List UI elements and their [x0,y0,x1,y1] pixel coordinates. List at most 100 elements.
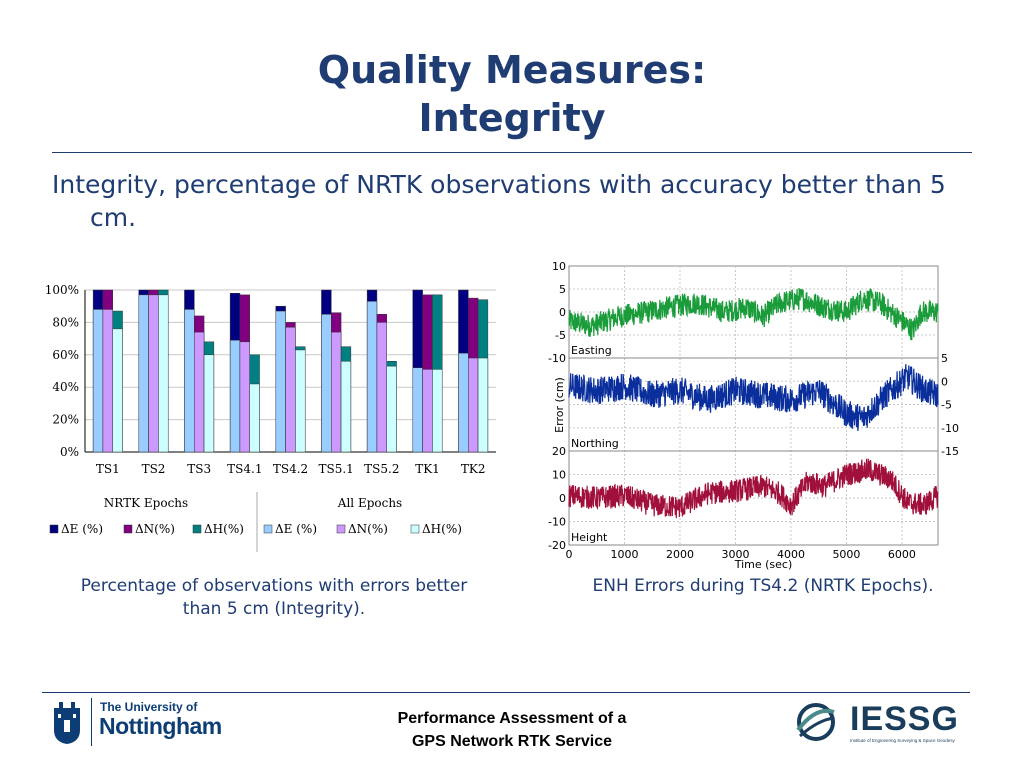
bar-all-TS2-0 [138,294,149,453]
line-xtick-label: 3000 [721,548,749,561]
line-xtick-label: 2000 [666,548,694,561]
line-ytick-label: -10 [941,422,959,435]
line-ytick-label: 10 [552,469,566,482]
series-northing [568,364,939,431]
bar-category-label: TS3 [187,462,211,476]
bar-category-label: TS5.1 [319,462,354,476]
bar-all-TS5.2-0 [366,301,378,453]
legend-swatch [410,524,420,534]
bar-all-TS3-1 [194,331,205,453]
bar-all-TS1-2 [112,328,123,453]
bar-all-TS3-2 [203,354,215,453]
panel-label-height: Height [571,531,608,544]
university-logo: The University of Nottingham [48,698,248,748]
bullet-text: Integrity, percentage of NRTK observatio… [52,170,946,232]
line-xtick-label: 6000 [888,548,916,561]
integrity-bar-chart: 0% 20% 40% 60% 80% 100% TS1 TS2 TS3 TS4.1 TS4.2 TS… [45,283,496,552]
bar-all-TS2-1 [148,294,159,453]
footer-title: Performance Assessment of a GPS Network … [352,707,672,753]
line-ytick-label: 5 [559,283,566,296]
globe-icon [796,703,835,741]
line-ytick-label: -10 [548,516,566,529]
legend-label: ΔH(%) [204,522,244,536]
bar-all-TK1-1 [422,369,433,453]
bar-all-TS5.2-2 [386,365,397,453]
bar-ytick-label: 0% [60,445,79,459]
line-ytick-label: 0 [941,375,948,388]
panel-label-bg [570,343,618,356]
line-ytick-label: 0 [559,306,566,319]
legend-swatch [49,524,59,534]
bar-all-TS4.1-2 [249,383,260,453]
bar-category-label: TS1 [96,462,120,476]
title-divider [52,152,972,153]
panel-label-easting: Easting [571,344,612,357]
bar-all-TS2-2 [158,294,169,453]
panel-label-northing: Northing [571,437,619,450]
bar-all-TS5.1-2 [340,361,352,453]
bar-ytick-label: 60% [52,348,79,362]
iessg-logo: IESSG Institute of Engineering Surveying… [794,700,970,750]
bar-ytick-label: 80% [52,315,79,329]
university-name-line2: Nottingham [99,713,222,739]
legend-label: ΔE (%) [275,522,317,536]
line-xlabel: Time (sec) [734,558,793,571]
legend-label: ΔN(%) [348,522,388,536]
line-xtick-label: 5000 [832,548,860,561]
bar-all-TK2-0 [458,352,469,453]
bar-all-TS1-1 [102,309,113,453]
bar-all-TS5.2-1 [376,322,387,453]
line-ytick-label: 20 [552,445,566,458]
bar-category-label: TK1 [415,462,440,476]
bar-all-TS5.1-0 [321,314,332,453]
legend-swatch [192,524,202,534]
bar-all-TS1-0 [92,309,104,453]
bar-ytick-label: 20% [52,413,79,427]
line-ylabel: Error (cm) [553,377,566,433]
legend-group-all: All Epochs [337,496,402,510]
bar-category-label: TS5.2 [364,462,399,476]
line-xtick-label: 0 [566,548,573,561]
legend-swatch [123,524,133,534]
bar-category-label: TS4.2 [273,462,308,476]
legend-label: ΔN(%) [135,522,175,536]
bar-category-label: TK2 [461,462,486,476]
bar-all-TK1-0 [412,367,423,453]
university-name-line1: The University of [100,700,198,714]
bar-category-label: TS2 [142,462,166,476]
line-xtick-label: 4000 [777,548,805,561]
series-easting [568,287,939,341]
slide-title-line2: Integrity [418,96,606,140]
iessg-name: IESSG [850,700,959,738]
enh-error-chart: 1050-5-10Easting50-5-10-15Northing20100-… [548,260,959,571]
line-ytick-label: 5 [941,352,948,365]
line-plot-frame [568,265,939,546]
iessg-subtitle: Institute of Engineering Surveying & Spa… [850,738,955,743]
footer-line1: Performance Assessment of a [397,710,627,727]
bar-all-TS4.2-1 [285,327,296,453]
line-ytick-label: -10 [548,352,566,365]
line-ytick-label: -20 [548,539,566,552]
bar-all-TS4.2-2 [295,349,306,453]
panel-label-bg [570,530,618,543]
bar-all-TS5.1-1 [331,331,342,453]
right-caption: ENH Errors during TS4.2 (NRTK Epochs). [592,576,934,596]
legend-swatch [263,524,273,534]
line-xtick-label: 1000 [610,548,638,561]
bar-all-TK2-2 [477,357,489,453]
line-ytick-label: -5 [555,329,566,342]
bar-ytick-label: 100% [45,283,79,297]
legend-label: ΔH(%) [422,522,462,536]
bar-all-TS4.2-0 [275,310,286,453]
left-caption: Percentage of observations with errors b… [80,576,468,619]
series-height [568,458,939,519]
line-ytick-label: 0 [559,492,566,505]
line-ytick-label: -5 [941,399,952,412]
bar-all-TK2-1 [468,357,479,453]
bar-all-TS3-0 [184,309,195,453]
panel-label-bg [570,436,618,449]
legend-label: ΔE (%) [61,522,103,536]
line-ytick-label: 10 [552,260,566,273]
line-ytick-label: -15 [941,445,959,458]
slide-title-line1: Quality Measures: [317,48,707,92]
